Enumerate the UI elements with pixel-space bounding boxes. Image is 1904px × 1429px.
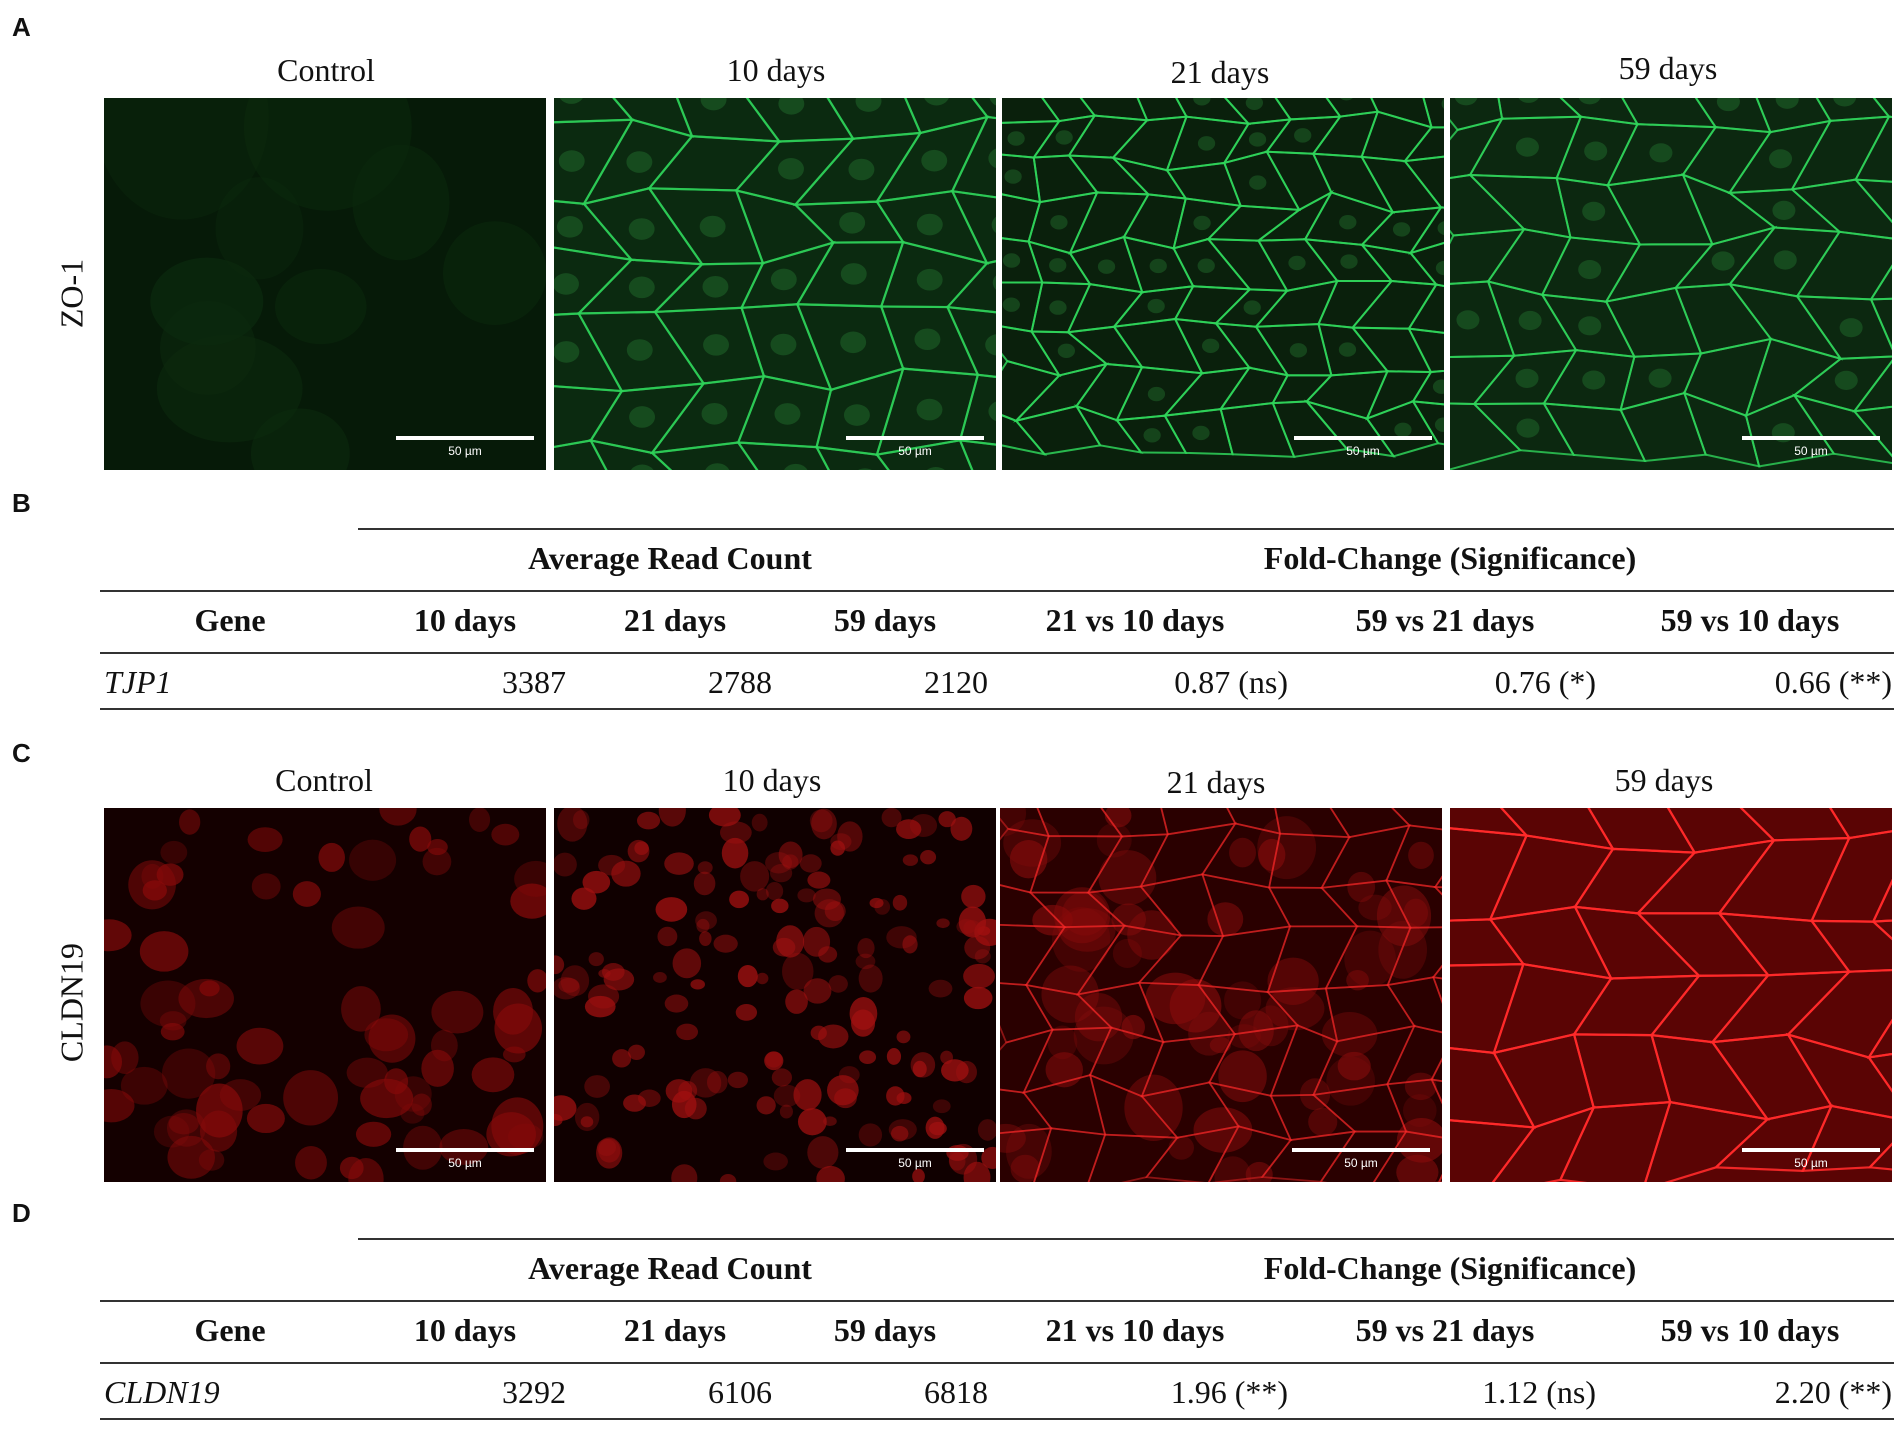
micrograph-image: [104, 98, 546, 470]
table-d-header-21-days: 21 days: [623, 1312, 727, 1348]
scale-bar-label: 50 µm: [448, 1156, 482, 1170]
table-d-header-59-days: 59 days: [833, 1312, 937, 1348]
table-b-rule-0: [358, 528, 1894, 530]
micrograph-cldn19-control: 50 µm: [104, 808, 546, 1182]
scale-bar: [846, 1148, 984, 1152]
table-d-cell-fc-59-vs-10: 2.20 (**): [1774, 1374, 1892, 1410]
micrograph-image: [1000, 808, 1442, 1182]
table-b-header-59-vs-10: 59 vs 10 days: [1660, 602, 1840, 638]
column-title-10-days-a: 10 days: [726, 52, 826, 88]
column-title-21-days-a: 21 days: [1170, 54, 1270, 90]
table-d-cell-read-59-days: 6818: [924, 1374, 988, 1410]
table-b-cell-fc-59-vs-10: 0.66 (**): [1774, 664, 1892, 700]
scale-bar: [846, 436, 984, 440]
scale-bar: [1294, 436, 1432, 440]
table-d-header-59-vs-21: 59 vs 21 days: [1355, 1312, 1535, 1348]
micrograph-zo1-21-days: 50 µm: [1002, 98, 1444, 470]
table-d-header-gene: Gene: [194, 1312, 266, 1348]
table-b-cell-read-59-days: 2120: [924, 664, 988, 700]
column-title-59-days-c: 59 days: [1614, 762, 1714, 798]
micrograph-zo1-control: 50 µm: [104, 98, 546, 470]
panel-letter-d: D: [12, 1198, 31, 1228]
table-b-header-gene: Gene: [194, 602, 266, 638]
table-b-cell-read-21-days: 2788: [708, 664, 772, 700]
table-d-header-10-days: 10 days: [413, 1312, 517, 1348]
table-b-header-59-vs-21: 59 vs 21 days: [1355, 602, 1535, 638]
micrograph-image: [554, 808, 996, 1182]
table-b-cell-gene: TJP1: [104, 664, 172, 700]
table-b-header-21-vs-10: 21 vs 10 days: [1045, 602, 1225, 638]
scale-bar: [396, 436, 534, 440]
row-label-zo1: ZO-1: [53, 258, 90, 329]
column-title-10-days-c: 10 days: [722, 762, 822, 798]
table-d-cell-gene: CLDN19: [104, 1374, 220, 1410]
micrograph-cldn19-10-days: 50 µm: [554, 808, 996, 1182]
row-label-cldn19: CLDN19: [53, 942, 90, 1063]
panel-letter-a: A: [12, 12, 31, 42]
table-d-group-header-read-count: Average Read Count: [528, 1250, 812, 1286]
table-b-cell-fc-59-vs-21: 0.76 (*): [1494, 664, 1596, 700]
table-b-rule-3: [100, 708, 1894, 710]
scale-bar-label: 50 µm: [448, 444, 482, 458]
table-d-rule-3: [100, 1418, 1894, 1420]
table-b-cell-read-10-days: 3387: [502, 664, 566, 700]
table-d-rule-0: [358, 1238, 1894, 1240]
table-d-cell-read-21-days: 6106: [708, 1374, 772, 1410]
micrograph-cldn19-59-days: 50 µm: [1450, 808, 1892, 1182]
micrograph-image: [1450, 808, 1892, 1182]
table-b-group-header-read-count: Average Read Count: [528, 540, 812, 576]
micrograph-zo1-59-days: 50 µm: [1450, 98, 1892, 470]
micrograph-image: [1002, 98, 1444, 470]
panel-letter-c: C: [12, 738, 31, 768]
table-d-cell-fc-59-vs-21: 1.12 (ns): [1482, 1374, 1596, 1410]
table-d-group-header-fold-change: Fold-Change (Significance): [1263, 1250, 1637, 1286]
table-d-header-21-vs-10: 21 vs 10 days: [1045, 1312, 1225, 1348]
micrograph-image: [1450, 98, 1892, 470]
micrograph-cldn19-21-days: 50 µm: [1000, 808, 1442, 1182]
table-b-rule-2: [100, 652, 1894, 654]
table-b-group-header-fold-change: Fold-Change (Significance): [1263, 540, 1637, 576]
column-title-59-days-a: 59 days: [1618, 50, 1718, 86]
scale-bar-label: 50 µm: [898, 1156, 932, 1170]
scale-bar-label: 50 µm: [1344, 1156, 1378, 1170]
table-b-header-21-days: 21 days: [623, 602, 727, 638]
table-d-rule-2: [100, 1362, 1894, 1364]
scale-bar-label: 50 µm: [1794, 444, 1828, 458]
micrograph-image: [104, 808, 546, 1182]
table-b-header-59-days: 59 days: [833, 602, 937, 638]
scale-bar: [396, 1148, 534, 1152]
table-d-rule-1: [100, 1300, 1894, 1302]
scale-bar: [1292, 1148, 1430, 1152]
table-b-header-10-days: 10 days: [413, 602, 517, 638]
scale-bar-label: 50 µm: [1346, 444, 1380, 458]
micrograph-image: [554, 98, 996, 470]
table-b-rule-1: [100, 590, 1894, 592]
scale-bar: [1742, 1148, 1880, 1152]
table-d-cell-fc-21-vs-10: 1.96 (**): [1170, 1374, 1288, 1410]
column-title-21-days-c: 21 days: [1166, 764, 1266, 800]
panel-letter-b: B: [12, 488, 31, 518]
micrograph-zo1-10-days: 50 µm: [554, 98, 996, 470]
scale-bar: [1742, 436, 1880, 440]
table-d-header-59-vs-10: 59 vs 10 days: [1660, 1312, 1840, 1348]
scale-bar-label: 50 µm: [1794, 1156, 1828, 1170]
table-b-cell-fc-21-vs-10: 0.87 (ns): [1174, 664, 1288, 700]
column-title-control-a: Control: [277, 52, 375, 88]
scale-bar-label: 50 µm: [898, 444, 932, 458]
table-d-cell-read-10-days: 3292: [502, 1374, 566, 1410]
column-title-control-c: Control: [275, 762, 373, 798]
